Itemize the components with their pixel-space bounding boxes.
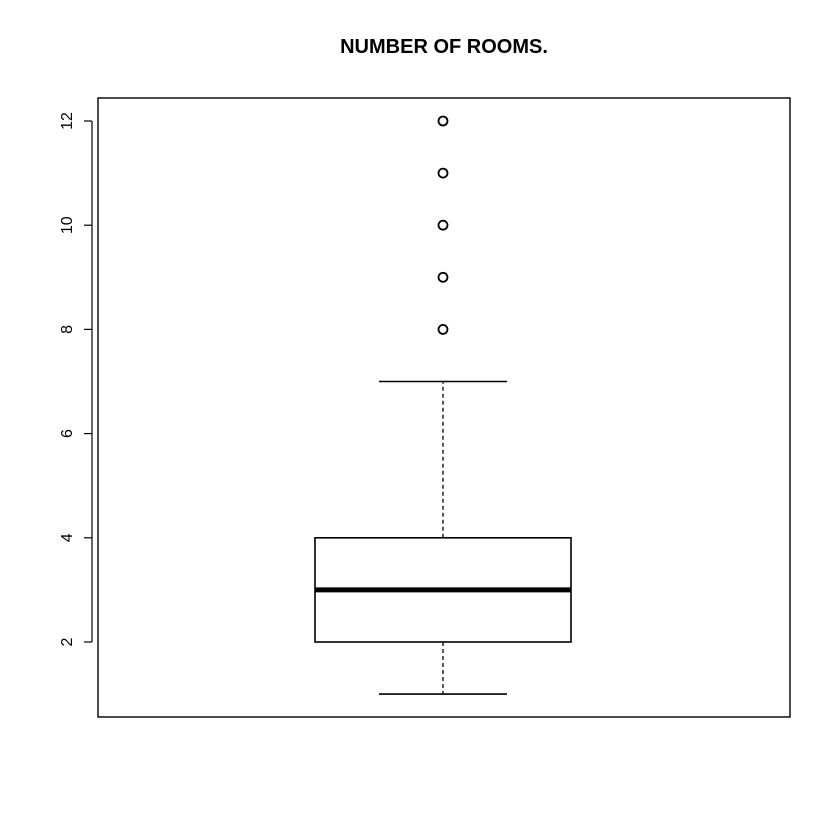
chart-title: NUMBER OF ROOMS. <box>340 36 548 58</box>
outlier-point <box>437 323 449 335</box>
y-tick-label: 6 <box>59 429 76 438</box>
y-tick-label: 4 <box>59 533 76 542</box>
outlier-point <box>437 167 449 179</box>
outlier-point <box>437 115 449 127</box>
y-tick-label: 12 <box>59 112 76 130</box>
y-axis-ticks: 2 4 6 8 10 12 <box>59 112 92 646</box>
y-tick-label: 2 <box>59 637 76 646</box>
outlier-point <box>437 271 449 283</box>
outlier-points <box>437 115 449 335</box>
plot-frame <box>97 97 791 718</box>
outlier-point <box>437 219 449 231</box>
y-tick-label: 10 <box>59 216 76 234</box>
y-tick-label: 8 <box>59 325 76 334</box>
box-group <box>314 380 572 695</box>
